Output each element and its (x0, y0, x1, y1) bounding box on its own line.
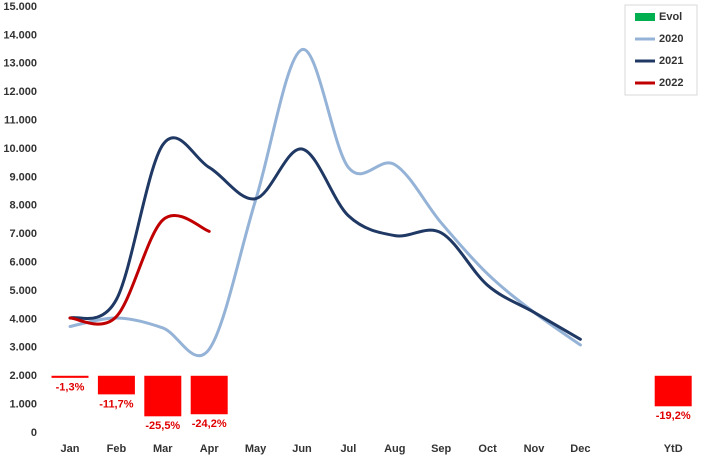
x-tick-label: Mar (153, 443, 173, 455)
y-tick-label: 1.000 (9, 399, 37, 411)
y-tick-label: 0 (31, 427, 37, 439)
y-tick-label: 10.000 (3, 143, 37, 155)
data-label: -19,2% (656, 410, 691, 422)
bar (654, 375, 692, 407)
y-tick-label: 15.000 (3, 1, 37, 13)
y-tick-label: 11.000 (4, 115, 37, 127)
y-tick-label: 5.000 (9, 285, 37, 297)
x-tick-label: Dec (570, 443, 590, 455)
x-tick-label: YtD (664, 443, 683, 455)
y-tick-label: 2.000 (9, 370, 37, 382)
x-tick-label: Aug (384, 443, 405, 455)
data-label: -24,2% (192, 418, 227, 430)
y-tick-label: 14.000 (3, 29, 37, 41)
bar (144, 375, 182, 417)
legend-label: Evol (659, 11, 682, 23)
line (68, 48, 582, 358)
data-label: -25,5% (145, 420, 180, 432)
y-tick-label: 7.000 (9, 228, 37, 240)
x-tick-label: Feb (107, 443, 127, 455)
legend-swatch (635, 13, 655, 21)
x-tick-label: Jan (61, 443, 80, 455)
line (68, 136, 582, 341)
y-tick-label: 8.000 (9, 200, 37, 212)
data-label: -11,7% (99, 398, 133, 410)
y-tick-label: 6.000 (9, 257, 37, 269)
y-tick-label: 13.000 (3, 58, 37, 70)
legend-label: 2022 (659, 77, 683, 89)
data-label: -1,3% (56, 382, 85, 394)
x-tick-label: Oct (478, 443, 497, 455)
bar (190, 375, 228, 415)
y-tick-label: 3.000 (9, 342, 37, 354)
x-tick-label: May (245, 443, 267, 455)
x-tick-label: Jul (340, 443, 356, 455)
y-tick-label: 9.000 (9, 171, 37, 183)
legend-label: 2020 (659, 33, 683, 45)
line (68, 214, 211, 326)
x-tick-label: Nov (524, 443, 546, 455)
bar (51, 375, 89, 378)
legend-label: 2021 (659, 55, 683, 67)
x-tick-label: Apr (200, 443, 220, 455)
x-tick-label: Jun (292, 443, 312, 455)
bar (97, 375, 135, 395)
y-tick-label: 4.000 (9, 313, 37, 325)
x-tick-label: Sep (431, 443, 451, 455)
y-tick-label: 12.000 (3, 86, 37, 98)
